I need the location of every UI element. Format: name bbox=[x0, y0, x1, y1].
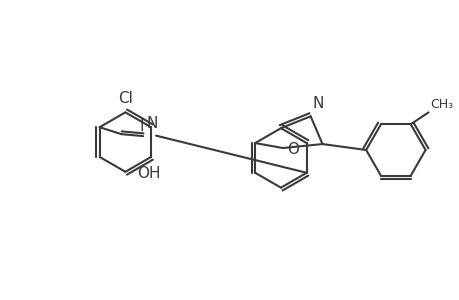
Text: N: N bbox=[146, 116, 157, 131]
Text: Cl: Cl bbox=[118, 92, 133, 106]
Text: N: N bbox=[312, 96, 323, 111]
Text: O: O bbox=[286, 142, 298, 157]
Text: I: I bbox=[140, 119, 144, 134]
Text: OH: OH bbox=[137, 166, 161, 181]
Text: CH₃: CH₃ bbox=[430, 98, 453, 111]
